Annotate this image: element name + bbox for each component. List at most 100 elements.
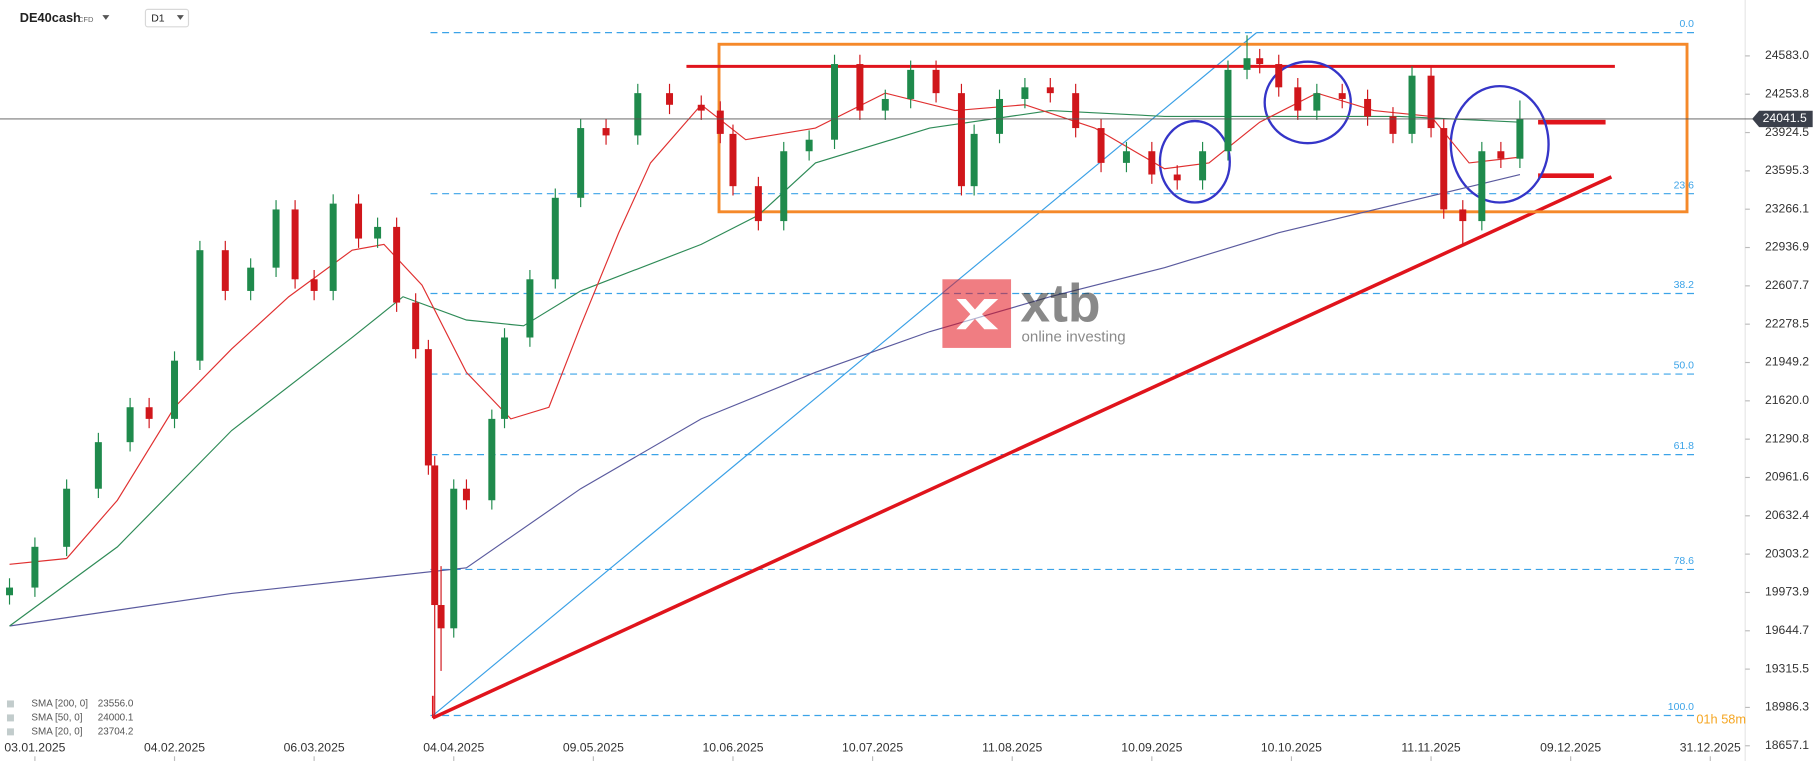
candle-body <box>754 186 762 222</box>
candle-body <box>831 64 839 140</box>
candle-body <box>63 488 71 547</box>
candle-body <box>221 250 229 291</box>
candle-body <box>932 69 940 94</box>
legend-value: 24000.1 <box>98 713 134 724</box>
candle-body <box>355 203 363 239</box>
brand: xtb <box>1020 274 1100 333</box>
candle-body <box>247 267 255 291</box>
candle-body <box>437 605 445 629</box>
legend-value: 23704.2 <box>98 726 134 737</box>
fib-label: 38.2 <box>1674 280 1695 291</box>
candle-body <box>1338 93 1346 99</box>
trend-line <box>432 175 1613 720</box>
candle-body <box>1408 75 1416 134</box>
highlight-circle <box>1449 84 1550 204</box>
y-tick-label: 23924.5 <box>1765 125 1809 139</box>
y-tick-label: 23266.1 <box>1765 201 1809 215</box>
timeframe-box[interactable] <box>144 8 190 28</box>
candle-body <box>1021 87 1029 99</box>
legend-icon <box>6 714 14 722</box>
fib-layer: 0.0 23.6 38.2 50.0 61.8 78.6 100.0 <box>430 19 1695 717</box>
candle-body <box>1199 151 1207 181</box>
candle-body <box>1427 75 1435 129</box>
symbol-dropdown[interactable] <box>102 15 110 20</box>
x-tick-label: 03.01.2025 <box>4 740 65 754</box>
candle-body <box>374 226 382 239</box>
candle-body <box>412 302 420 350</box>
x-tick-label: 10.07.2025 <box>842 740 903 754</box>
candle-body <box>329 203 337 291</box>
candle-body <box>1275 64 1283 88</box>
ma-line <box>9 92 1521 565</box>
candle-body <box>1072 93 1080 129</box>
candle-body <box>970 133 978 187</box>
candle-body <box>196 250 204 361</box>
candle-body <box>1046 87 1054 94</box>
candle-body <box>1313 93 1321 111</box>
tagline: online investing <box>1022 328 1126 345</box>
timeframe-dropdown[interactable] <box>176 15 184 20</box>
x-tick-label: 11.08.2025 <box>982 740 1042 754</box>
last-price-label: 24041.5 <box>1763 111 1807 125</box>
candle-body <box>716 110 724 134</box>
y-tick-label: 20303.2 <box>1765 546 1809 560</box>
candles-layer <box>6 35 1524 716</box>
candle-body <box>729 133 737 187</box>
y-tick-label: 21620.0 <box>1765 393 1809 407</box>
y-tick-label: 18986.3 <box>1765 700 1809 714</box>
y-tick-label: 19644.7 <box>1765 623 1809 637</box>
toolbar: DE40cash CFD D1 <box>20 8 190 28</box>
y-tick-label: 23595.3 <box>1765 163 1809 177</box>
candle-body <box>577 128 585 198</box>
candle-body <box>1243 58 1251 70</box>
last-price-box <box>1752 110 1813 128</box>
candle-body <box>488 418 496 501</box>
x-tick-label: 09.12.2025 <box>1540 740 1601 754</box>
candle-body <box>1478 151 1486 222</box>
candle-body <box>1497 151 1505 159</box>
y-tick-label: 22278.5 <box>1765 316 1809 330</box>
candle-body <box>272 209 280 268</box>
y-tick-label: 21949.2 <box>1765 355 1809 369</box>
x-tick-label: 10.10.2025 <box>1261 740 1322 754</box>
candle-body <box>697 104 705 111</box>
legend-name: SMA [20, 0] <box>31 726 82 737</box>
fib-label: 50.0 <box>1674 361 1695 372</box>
legend: SMA [200, 0] 23556.0 SMA [50, 0] 24000.1 SMA… <box>6 699 134 737</box>
x-tick-label: 10.09.2025 <box>1121 740 1182 754</box>
y-tick-label: 22936.9 <box>1765 240 1809 254</box>
candle-body <box>1224 69 1232 152</box>
candle-body <box>1148 151 1156 175</box>
candle-body <box>957 93 965 187</box>
watermark: xtb online investing <box>942 274 1126 348</box>
candle-body <box>94 442 102 489</box>
candle-body <box>1516 118 1524 159</box>
x-tick-label: 10.06.2025 <box>702 740 763 754</box>
symbol[interactable]: DE40cash <box>20 10 81 25</box>
y-tick-label: 21290.8 <box>1765 431 1809 445</box>
timeframe[interactable]: D1 <box>151 13 165 24</box>
countdown: 01h 58m <box>1696 712 1746 727</box>
candle-body <box>1122 151 1130 163</box>
highlight-circle <box>1263 60 1352 145</box>
candle-body <box>1364 98 1372 117</box>
candle-body <box>907 69 915 99</box>
x-tick-label: 06.03.2025 <box>284 740 345 754</box>
candle-body <box>145 407 153 419</box>
candle-body <box>1440 128 1448 210</box>
x-tick-label: 09.05.2025 <box>563 740 624 754</box>
candle-body <box>881 98 889 111</box>
candle-body <box>856 64 864 111</box>
x-tick-label: 11.11.2025 <box>1401 740 1460 754</box>
candle-body <box>462 488 470 501</box>
candle-body <box>551 197 559 280</box>
fib-label: 0.0 <box>1679 19 1694 30</box>
highlight-circle <box>1158 119 1231 204</box>
candle-body <box>805 139 813 152</box>
y-tick-label: 24253.8 <box>1765 86 1809 100</box>
candle-body <box>634 93 642 136</box>
legend-name: SMA [50, 0] <box>31 713 82 724</box>
legend-icon <box>6 700 14 708</box>
